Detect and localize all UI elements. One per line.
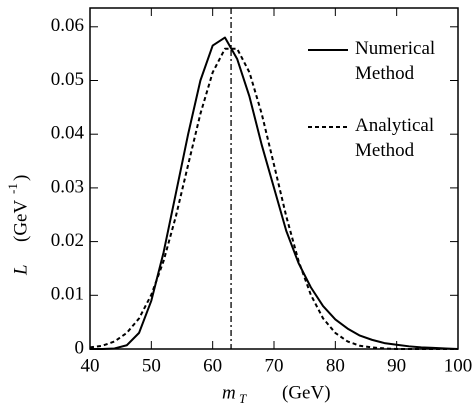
y-tick-label: 0.02 (51, 230, 84, 251)
y-label-unit: (GeV (10, 200, 31, 242)
series-line (89, 47, 458, 350)
y-label-exponent: -1 (5, 183, 20, 194)
y-tick-label: 0.01 (51, 284, 84, 305)
legend-label: Numerical Method (355, 38, 435, 84)
y-label-symbol: L (10, 264, 31, 276)
x-tick-label: 100 (444, 355, 473, 376)
y-tick-label: 0.06 (51, 15, 84, 36)
y-tick-label: 0.03 (51, 176, 84, 197)
x-tick-label: 80 (326, 355, 345, 376)
x-tick-label: 70 (265, 355, 284, 376)
x-tick-label: 60 (203, 355, 222, 376)
y-tick-label: 0 (75, 337, 85, 358)
y-label-close: ) (10, 175, 31, 181)
legend-label: Analytical Method (355, 115, 434, 161)
x-axis-label: m T (GeV) (222, 382, 331, 406)
x-tick-label: 50 (142, 355, 161, 376)
y-axis-label: L (GeV -1 ) (5, 175, 31, 276)
series-line (90, 36, 459, 350)
x-label-symbol: m (222, 382, 236, 403)
x-label-subscript: T (239, 391, 247, 406)
x-label-unit: (GeV) (282, 382, 331, 403)
x-tick-label: 40 (81, 355, 100, 376)
y-tick-label: 0.05 (51, 69, 84, 90)
y-tick-label: 0.04 (51, 123, 85, 144)
x-tick-label: 90 (387, 355, 406, 376)
